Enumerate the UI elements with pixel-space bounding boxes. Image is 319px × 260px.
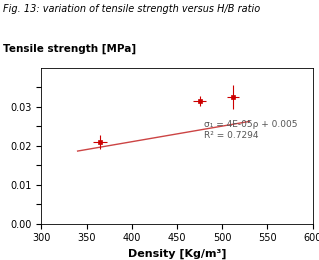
Text: Fig. 13: variation of tensile strength versus H/B ratio: Fig. 13: variation of tensile strength v… xyxy=(3,4,260,14)
Text: Tensile strength [MPa]: Tensile strength [MPa] xyxy=(3,44,136,54)
X-axis label: Density [Kg/m³]: Density [Kg/m³] xyxy=(128,249,226,259)
Text: σ₁ = 4E-05ρ + 0.005
R² = 0.7294: σ₁ = 4E-05ρ + 0.005 R² = 0.7294 xyxy=(204,120,298,140)
